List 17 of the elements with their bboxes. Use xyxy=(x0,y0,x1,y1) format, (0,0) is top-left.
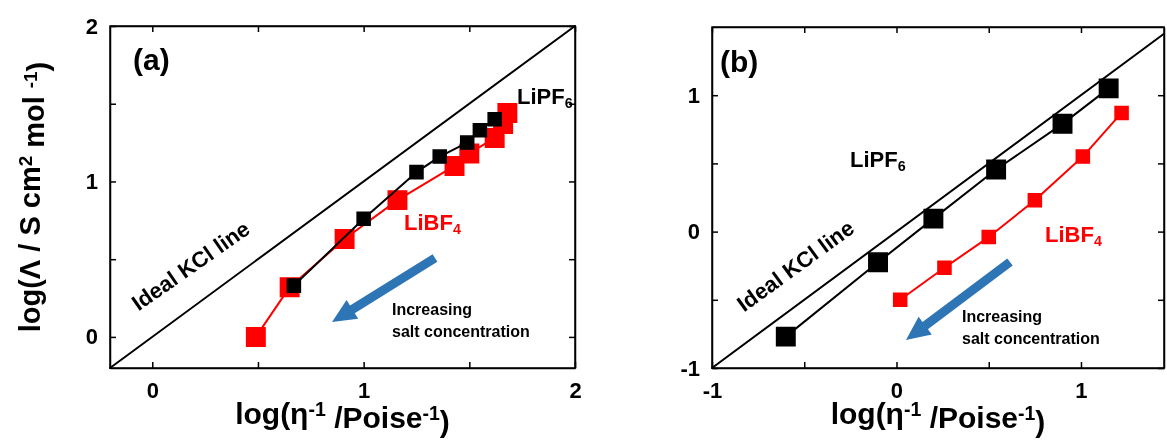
x-tick-label: 0 xyxy=(146,377,159,403)
series-label: LiBF$_{4}$ xyxy=(1045,222,1102,250)
annotation: Increasing salt concentration xyxy=(392,301,530,340)
x-tick-label: 2 xyxy=(569,377,582,403)
legend-label: LiPF$_{6}$ xyxy=(517,84,573,112)
annotation: (b) xyxy=(720,45,759,78)
y-tick-label: 1 xyxy=(85,168,98,194)
annotation: (a) xyxy=(133,43,170,76)
y-tick-label: -1 xyxy=(680,355,700,381)
x-tick-label: 1 xyxy=(1075,377,1088,403)
y-tick-label: 1 xyxy=(687,82,700,108)
series-label: LiPF$_{6}$ xyxy=(850,147,906,175)
y-tick-label: 0 xyxy=(85,324,98,350)
y-tick-label: 0 xyxy=(687,219,700,245)
series-label: LiBF$_{4}$ xyxy=(404,210,461,238)
annotation: Increasing salt concentration xyxy=(962,308,1100,347)
y-tick-label: 2 xyxy=(85,13,98,39)
